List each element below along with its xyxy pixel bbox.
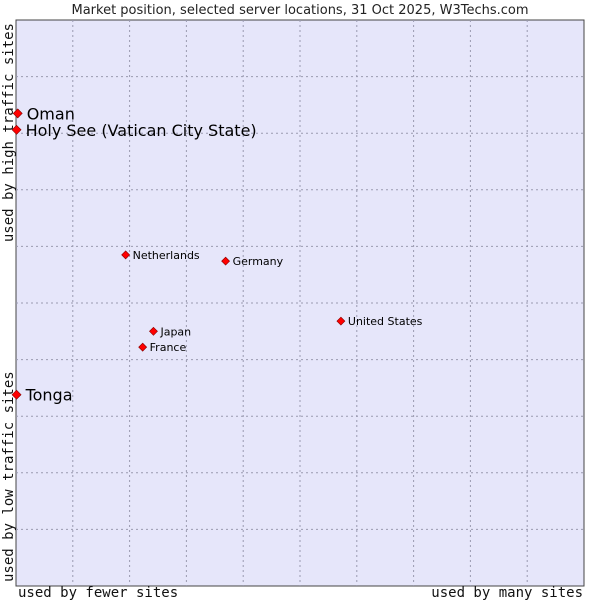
y-axis-label-bottom: used by low traffic sites — [1, 371, 17, 582]
point-holy-see-vatican-city-state — [11, 124, 22, 135]
point-label-germany: Germany — [233, 255, 284, 268]
point-japan — [149, 326, 158, 336]
point-label-holy-see-vatican-city-state: Holy See (Vatican City State) — [26, 121, 257, 140]
point-label-france: France — [150, 341, 187, 354]
point-label-tonga: Tonga — [25, 386, 73, 405]
point-label-united-states: United States — [348, 315, 423, 328]
point-label-netherlands: Netherlands — [133, 249, 200, 262]
point-france — [138, 342, 148, 352]
point-germany — [221, 256, 231, 266]
point-label-japan: Japan — [159, 325, 191, 338]
point-united-states — [336, 316, 346, 326]
y-axis-label-top: used by high traffic sites — [1, 23, 17, 242]
x-axis-label-left: used by fewer sites — [18, 585, 178, 600]
point-netherlands — [121, 250, 131, 260]
x-axis-label-right: used by many sites — [431, 585, 583, 600]
point-tonga — [11, 389, 22, 400]
chart-title: Market position, selected server locatio… — [71, 3, 528, 18]
point-label-oman: Oman — [27, 104, 75, 123]
point-oman — [12, 108, 23, 119]
grid-lines — [16, 20, 584, 586]
